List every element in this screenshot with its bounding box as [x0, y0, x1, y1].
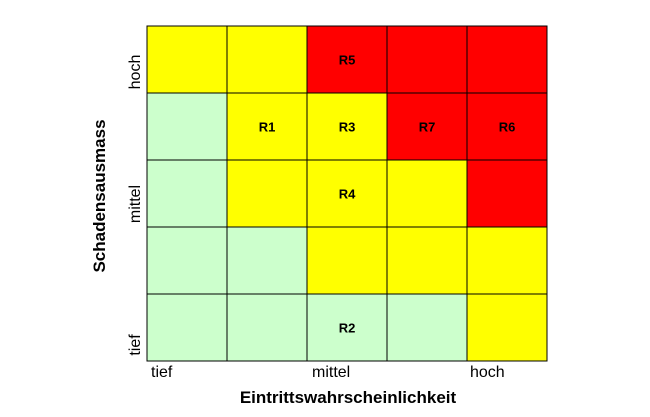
matrix-cell-high: [466, 92, 548, 161]
y-tick-label-mittel: mittel: [127, 184, 144, 224]
risk-label-r6: R6: [499, 120, 516, 135]
y-axis-label: Schadensausmass: [90, 119, 109, 273]
matrix-cell-low: [146, 226, 228, 295]
matrix-cell-medium: [226, 25, 308, 94]
matrix-cell-low: [146, 92, 228, 161]
matrix-cell-low: [146, 293, 228, 362]
y-tick-label-tief: tief: [127, 334, 144, 356]
matrix-cell-low: [226, 226, 308, 295]
x-tick-label-hoch: hoch: [470, 364, 505, 381]
matrix-cell-medium: [226, 159, 308, 228]
x-axis-label: Eintrittswahrscheinlichkeit: [239, 388, 457, 407]
matrix-cell-medium: [466, 226, 548, 295]
x-tick-label-tief: tief: [151, 364, 173, 381]
matrix-cell-medium: [146, 25, 228, 94]
matrix-cell-low: [146, 159, 228, 228]
matrix-cell-medium: [386, 226, 468, 295]
risk-label-r7: R7: [419, 120, 436, 135]
risk-label-r3: R3: [339, 120, 356, 135]
matrix-cell-high: [466, 25, 548, 94]
risk-label-r1: R1: [259, 120, 276, 135]
matrix-cell-medium: [386, 159, 468, 228]
matrix-cell-high: [466, 159, 548, 228]
risk-label-r2: R2: [339, 321, 356, 336]
matrix-cell-high: [386, 25, 468, 94]
risk-label-r4: R4: [339, 187, 356, 202]
x-tick-label-mittel: mittel: [312, 364, 351, 381]
risk-label-r5: R5: [339, 53, 356, 68]
matrix-cell-low: [226, 293, 308, 362]
matrix-cell-medium: [306, 159, 388, 228]
matrix-cell-low: [386, 293, 468, 362]
matrix-cell-medium: [466, 293, 548, 362]
matrix-cell-medium: [306, 226, 388, 295]
matrix-cell-medium: [306, 92, 388, 161]
matrix-cell-low: [306, 293, 388, 362]
matrix-border: [146, 25, 548, 362]
y-tick-label-hoch: hoch: [127, 54, 144, 90]
